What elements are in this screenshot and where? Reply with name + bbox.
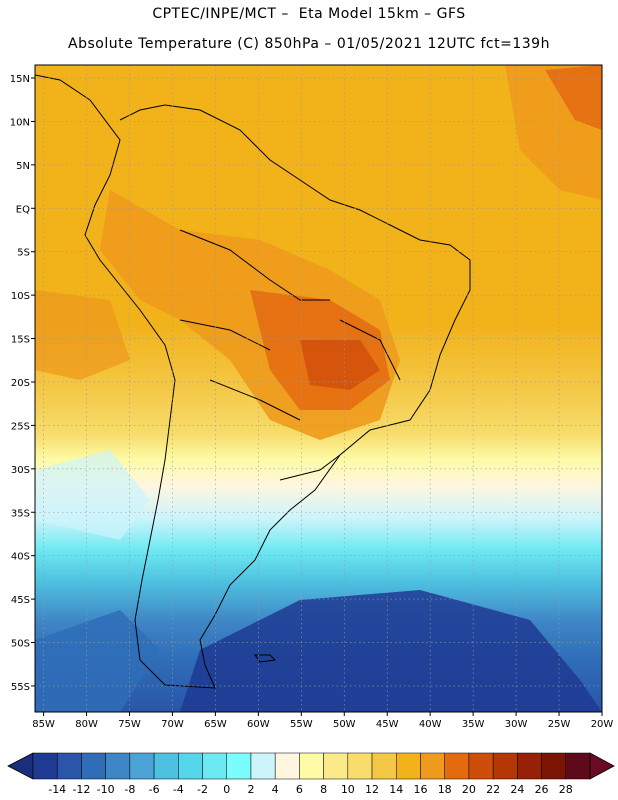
lat-tick-label: 45S xyxy=(11,595,30,606)
colorbar-swatch xyxy=(492,752,518,780)
colorbar-tick-label: -8 xyxy=(124,783,135,796)
colorbar-tick-label: -10 xyxy=(97,783,115,796)
lat-tick-label: 30S xyxy=(11,465,30,476)
colorbar-swatch xyxy=(517,752,542,780)
colorbar-swatch xyxy=(202,752,227,780)
lon-tick-label: 75W xyxy=(118,719,141,730)
colorbar-tick-label: 16 xyxy=(413,783,427,796)
lat-tick-label: 25S xyxy=(11,421,30,432)
temperature-field xyxy=(35,65,602,712)
title-line-1: CPTEC/INPE/MCT – Eta Model 15km – GFS xyxy=(152,6,466,22)
colorbar-swatch xyxy=(299,752,324,780)
coastline-borders xyxy=(35,74,471,689)
colorbar-tick-label: 28 xyxy=(559,783,573,796)
colorbar-swatch xyxy=(178,752,203,780)
colorbar-swatch xyxy=(323,752,349,780)
lat-tick-label: 20S xyxy=(11,378,30,389)
lat-tick-label: 15N xyxy=(10,74,30,85)
lat-tick-label: 35S xyxy=(11,508,30,519)
colorbar-tick-label: 10 xyxy=(341,783,355,796)
colorbar-tick-label: 14 xyxy=(389,783,403,796)
latitude-axis: 15N 10N 5N EQ 5S 10S 15S 20S 25S 30S 35S 40S 45S 50S 5… xyxy=(10,74,35,693)
colorbar-tick-label: 18 xyxy=(438,783,452,796)
colorbar-min-arrow xyxy=(7,752,34,780)
lon-tick-label: 65W xyxy=(204,719,227,730)
lat-tick-label: EQ xyxy=(16,204,30,215)
lat-tick-label: 40S xyxy=(11,552,30,563)
colorbar-swatch xyxy=(129,752,155,780)
colorbar-tick-label: -2 xyxy=(197,783,208,796)
colorbar-tick-label: 6 xyxy=(296,783,303,796)
lon-tick-label: 40W xyxy=(419,719,442,730)
colorbar-swatch xyxy=(565,752,591,780)
colorbar-swatch xyxy=(371,752,397,780)
colorbar xyxy=(7,752,615,780)
colorbar-swatch xyxy=(226,752,252,780)
colorbar-swatch xyxy=(444,752,470,780)
lon-tick-label: 30W xyxy=(505,719,528,730)
colorbar-swatch xyxy=(32,752,58,780)
colorbar-max-arrow xyxy=(589,752,615,780)
colorbar-tick-label: -14 xyxy=(48,783,66,796)
colorbar-tick-label: -6 xyxy=(149,783,160,796)
colorbar-tick-label: -12 xyxy=(72,783,90,796)
lon-tick-label: 50W xyxy=(333,719,356,730)
lon-tick-label: 25W xyxy=(548,719,571,730)
lon-tick-label: 80W xyxy=(75,719,98,730)
lat-tick-label: 10N xyxy=(10,117,30,128)
colorbar-swatch xyxy=(396,752,421,780)
colorbar-swatch xyxy=(468,752,494,780)
colorbar-swatch xyxy=(250,752,276,780)
lat-tick-label: 55S xyxy=(11,682,30,693)
colorbar-tick-label: 22 xyxy=(486,783,500,796)
lon-tick-label: 85W xyxy=(32,719,55,730)
colorbar-swatch xyxy=(347,752,373,780)
colorbar-tick-label: 0 xyxy=(223,783,230,796)
lat-tick-label: 10S xyxy=(11,291,30,302)
lon-tick-label: 60W xyxy=(247,719,270,730)
lat-tick-label: 15S xyxy=(11,335,30,346)
colorbar-tick-label: 26 xyxy=(535,783,549,796)
lat-tick-label: 5N xyxy=(16,161,30,172)
colorbar-tick-label: 4 xyxy=(272,783,279,796)
colorbar-swatch xyxy=(541,752,567,780)
lat-tick-label: 50S xyxy=(11,639,30,650)
colorbar-swatch xyxy=(81,752,106,780)
colorbar-tick-label: 12 xyxy=(365,783,379,796)
longitude-axis: 85W 80W 75W 70W 65W 60W 55W 50W 45W 40W 35W 30W 25W 2… xyxy=(32,712,613,730)
colorbar-tick-label: -4 xyxy=(173,783,184,796)
lon-tick-label: 20W xyxy=(591,719,614,730)
lat-tick-label: 5S xyxy=(17,248,30,259)
colorbar-labels: -14 -12 -10 -8 -6 -4 -2 0 2 4 6 8 10 12 14 16 18 20 22 24 26… xyxy=(48,783,573,796)
lon-tick-label: 35W xyxy=(462,719,485,730)
title-line-2: Absolute Temperature (C) 850hPa – 01/05/… xyxy=(68,36,550,52)
lon-tick-label: 70W xyxy=(161,719,184,730)
colorbar-swatch xyxy=(153,752,179,780)
colorbar-tick-label: 24 xyxy=(510,783,524,796)
colorbar-tick-label: 20 xyxy=(462,783,476,796)
lon-tick-label: 45W xyxy=(376,719,399,730)
colorbar-swatch xyxy=(105,752,131,780)
graticule xyxy=(35,65,603,712)
colorbar-swatch xyxy=(56,752,82,780)
colorbar-swatch xyxy=(274,752,300,780)
colorbar-tick-label: 8 xyxy=(320,783,327,796)
colorbar-tick-label: 2 xyxy=(247,783,254,796)
lon-tick-label: 55W xyxy=(290,719,313,730)
colorbar-swatch xyxy=(420,752,445,780)
map-frame xyxy=(34,64,603,713)
